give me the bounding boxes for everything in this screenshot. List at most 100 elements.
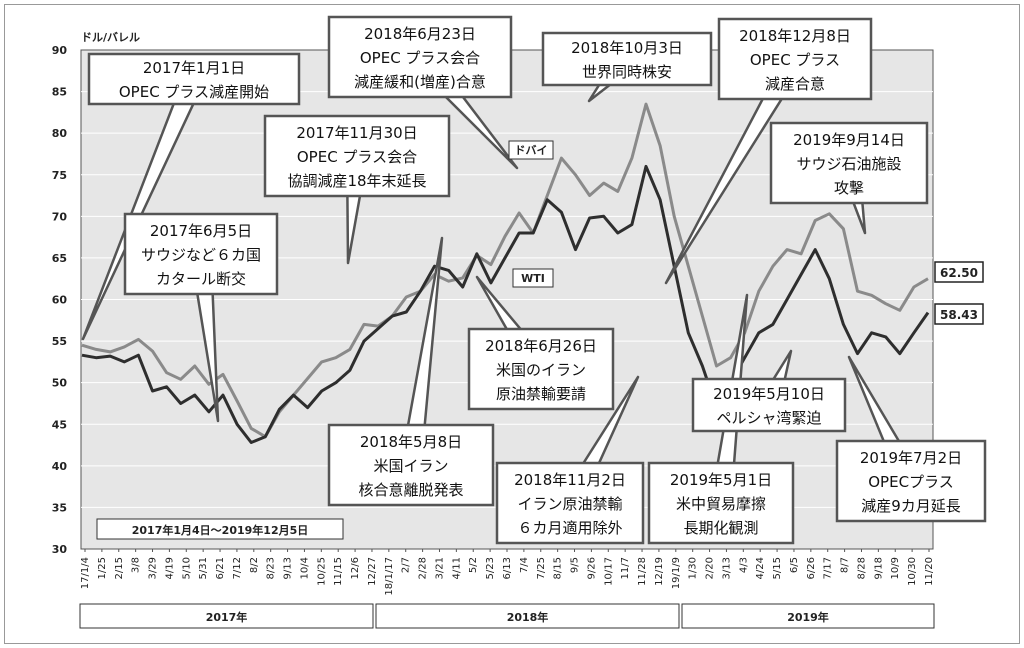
x-tick-label: 2/15 [114, 557, 125, 579]
series-tag-label: ドバイ [515, 144, 548, 157]
callout-fill [651, 465, 791, 541]
x-tick-label: 8/2 [249, 557, 260, 573]
callout-text: ペルシャ湾緊迫 [716, 409, 821, 427]
callout-fill [499, 465, 641, 541]
callout-text: 2018年11月2日 [514, 471, 626, 489]
callout-text: 減産合意 [765, 75, 825, 93]
x-tick-label: 2/20 [705, 557, 716, 579]
year-box [681, 603, 935, 629]
x-tick-label: 3/21 [434, 557, 445, 579]
x-tick-label: 6/21 [215, 557, 226, 579]
callout-fill [127, 216, 275, 292]
series-tag-box [508, 140, 554, 160]
callout-text: 米中貿易摩擦 [676, 495, 766, 513]
year-label: 2017年 [206, 610, 248, 624]
end-value-label: 62.50 [940, 266, 978, 280]
year-box [375, 603, 680, 629]
x-tick-label: 6/5 [789, 557, 800, 573]
year-box [79, 603, 374, 629]
x-tick-label: 9/13 [283, 557, 294, 579]
callout-text: 2018年6月23日 [364, 25, 476, 43]
callout-fill [545, 35, 709, 83]
callout-fill [471, 331, 611, 407]
callout-text: 2019年5月10日 [713, 385, 825, 403]
x-tick-label: 10/17 [603, 557, 614, 586]
y-tick-label: 30 [52, 543, 68, 556]
series-line-wti [81, 164, 930, 444]
y-tick-label: 85 [52, 86, 67, 99]
y-tick-label: 35 [52, 501, 67, 514]
callout-text: 2018年10月3日 [571, 39, 683, 57]
callout-text: 2019年9月14日 [793, 131, 905, 149]
x-tick-label: 7/17 [823, 557, 834, 579]
x-tick-label: 12/19 [654, 557, 665, 586]
y-axis-label: ドル/バレル [81, 31, 140, 44]
period-label: 2017年1月4日～2019年12月5日 [132, 523, 309, 537]
callout-text: 減産緩和(増産)合意 [354, 73, 486, 91]
x-tick-label: 12/27 [367, 557, 378, 586]
callout-text: 2018年5月8日 [360, 433, 462, 451]
y-tick-label: 55 [52, 335, 67, 348]
callout-text: OPEC プラス [750, 51, 840, 69]
callout-text: 攻撃 [834, 179, 864, 197]
x-tick-label: 19/1/9 [671, 557, 682, 589]
x-tick-label: 2/28 [418, 557, 429, 579]
x-tick-label: 11/20 [924, 557, 935, 586]
end-value-box [934, 303, 984, 325]
callout-text: 2017年1月1日 [143, 59, 245, 77]
x-tick-label: 11/28 [637, 557, 648, 586]
period-box [96, 518, 344, 540]
callout-text: OPEC プラス会合 [360, 49, 480, 67]
x-tick-label: 8/28 [856, 557, 867, 579]
x-tick-label: 3/8 [131, 557, 142, 573]
end-value-label: 58.43 [940, 308, 978, 322]
y-tick-label: 65 [52, 252, 67, 265]
year-label: 2018年 [507, 610, 549, 624]
callout-text: 2019年7月2日 [860, 449, 962, 467]
callout-text: 世界同時株安 [582, 63, 672, 81]
callout-text: サウジ石油施設 [796, 155, 901, 173]
callout-text: OPECプラス [868, 473, 954, 491]
x-tick-label: 5/31 [198, 557, 209, 579]
callout-fill [91, 56, 297, 102]
oil-price-chart: 30 35 40 45 50 55 60 65 70 75 80 85 90 ドル/バレル 17/1/4 1… [52, 15, 987, 629]
callout-fill [773, 125, 925, 201]
x-tick-label: 7/12 [232, 557, 243, 579]
x-tick-label: 9/5 [570, 557, 581, 573]
callout-text: サウジなど６カ国 [141, 246, 261, 264]
callout-text: OPEC プラス会合 [297, 148, 417, 166]
series-tag-box [512, 268, 554, 288]
callout-a1: 2017年1月1日 OPEC プラス減産開始 [81, 52, 301, 341]
x-tick-label: 11/15 [333, 557, 344, 586]
callout-text: 長期化観測 [683, 519, 758, 537]
x-tick-label: 6/26 [806, 557, 817, 579]
y-tick-label: 60 [52, 294, 68, 307]
y-tick-label: 50 [52, 377, 68, 390]
x-tick-label: 10/9 [890, 557, 901, 579]
x-tick-label: 11/7 [620, 557, 631, 579]
x-tick-label: 17/1/4 [80, 557, 91, 589]
callout-fill [331, 19, 509, 95]
callout-fill [721, 21, 869, 97]
x-tick-label: 12/6 [350, 557, 361, 579]
series-line-dubai [81, 102, 929, 439]
x-tick-label: 4/19 [164, 557, 175, 579]
y-tick-label: 90 [52, 44, 68, 57]
y-tick-label: 40 [52, 460, 68, 473]
x-tick-label: 10/4 [299, 557, 310, 579]
callout-text: 核合意離脱発表 [358, 481, 463, 499]
callout-text: 2018年6月26日 [485, 337, 597, 355]
callout-fill [839, 443, 983, 519]
x-tick-label: 10/25 [316, 557, 327, 586]
callout-text: 2018年12月8日 [739, 27, 851, 45]
x-tick-label: 18/1/17 [384, 557, 395, 596]
